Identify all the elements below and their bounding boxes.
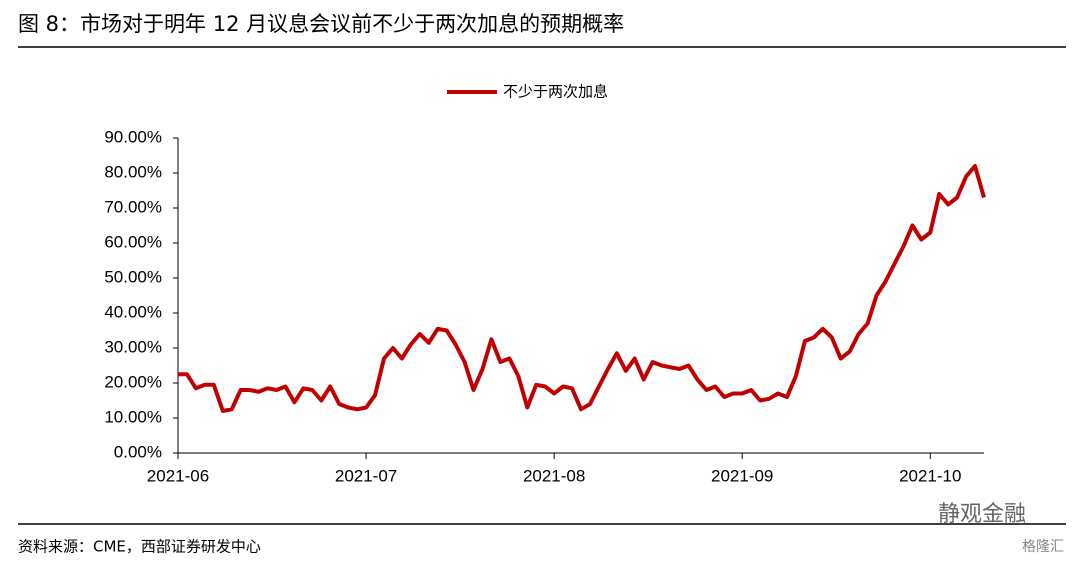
y-tick-label: 0.00% <box>114 442 162 461</box>
y-tick-label: 50.00% <box>104 267 162 286</box>
x-tick-label: 2021-08 <box>523 466 585 485</box>
y-tick-label: 60.00% <box>104 232 162 251</box>
y-tick-label: 10.00% <box>104 407 162 426</box>
y-tick-label: 80.00% <box>104 162 162 181</box>
chart-title: 图 8：市场对于明年 12 月议息会议前不少于两次加息的预期概率 <box>18 12 624 36</box>
x-tick-label: 2021-09 <box>711 466 773 485</box>
y-tick-label: 40.00% <box>104 302 162 321</box>
y-tick-label: 90.00% <box>104 127 162 146</box>
y-tick-label: 30.00% <box>104 337 162 356</box>
y-tick-label: 70.00% <box>104 197 162 216</box>
x-tick-label: 2021-06 <box>147 466 209 485</box>
y-tick-label: 20.00% <box>104 372 162 391</box>
watermark: 静观金融 <box>938 502 1026 527</box>
series-line <box>178 164 986 413</box>
x-tick-label: 2021-10 <box>899 466 961 485</box>
x-tick-label: 2021-07 <box>335 466 397 485</box>
legend-label: 不少于两次加息 <box>503 83 608 101</box>
watermark-small: 格隆汇 <box>1022 539 1064 555</box>
source-note: 资料来源：CME，西部证券研发中心 <box>18 538 261 556</box>
